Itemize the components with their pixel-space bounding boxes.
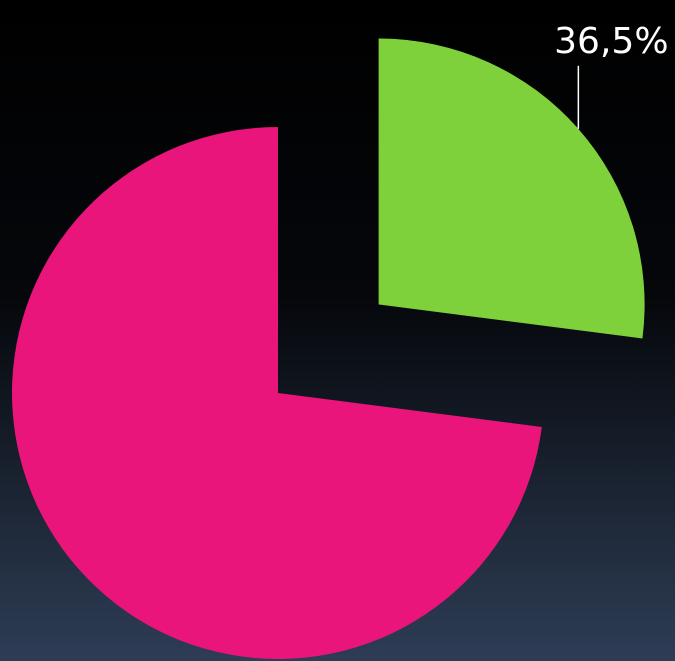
pie-slice: [378, 38, 645, 339]
data-label: 36,5%: [554, 21, 668, 62]
pie-slice: [12, 127, 542, 659]
